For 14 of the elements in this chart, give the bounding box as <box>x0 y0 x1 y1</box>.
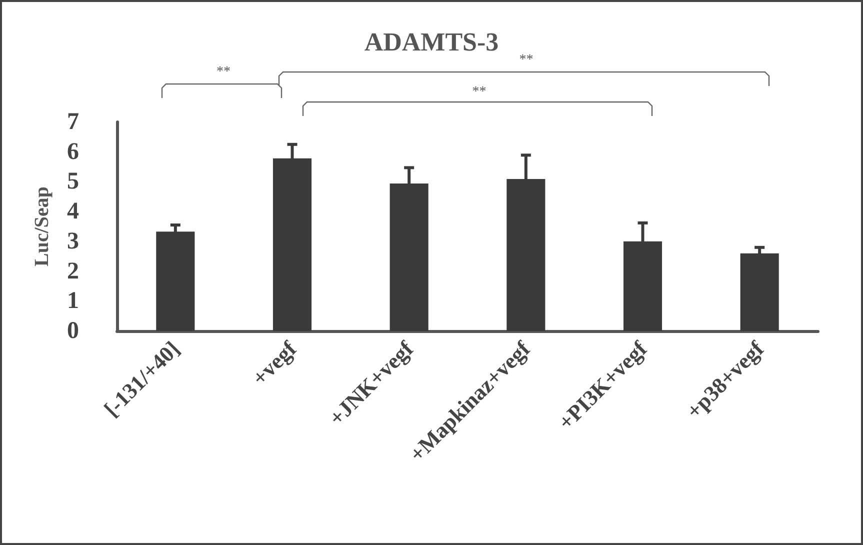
y-tick-label: 6 <box>67 138 79 165</box>
y-tick-label: 1 <box>67 288 79 314</box>
y-tick-label: 5 <box>67 168 79 195</box>
y-tick-label: 4 <box>67 198 79 225</box>
text: ** <box>472 84 486 100</box>
y-axis-title: Luc/Seap <box>31 186 53 267</box>
y-tick-label: 0 <box>67 318 79 344</box>
chart-title: ADAMTS-3 <box>364 28 499 56</box>
text: ** <box>519 52 534 68</box>
y-tick-label: 2 <box>67 258 79 284</box>
y-tick-label: 3 <box>67 228 79 254</box>
text: ** <box>216 64 230 80</box>
y-tick-label: 7 <box>67 109 79 135</box>
bar <box>740 253 779 331</box>
